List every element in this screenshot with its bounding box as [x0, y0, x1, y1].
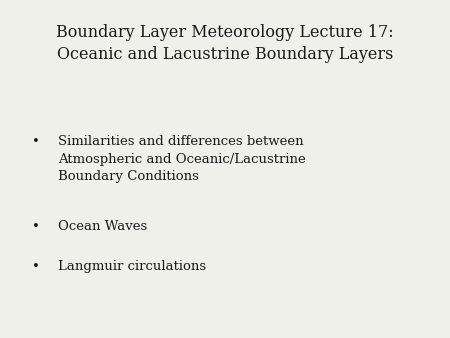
- Text: Boundary Layer Meteorology Lecture 17:
Oceanic and Lacustrine Boundary Layers: Boundary Layer Meteorology Lecture 17: O…: [56, 24, 394, 63]
- Text: Ocean Waves: Ocean Waves: [58, 220, 148, 233]
- Text: •: •: [32, 220, 40, 233]
- Text: •: •: [32, 260, 40, 273]
- Text: Langmuir circulations: Langmuir circulations: [58, 260, 207, 273]
- Text: Similarities and differences between
Atmospheric and Oceanic/Lacustrine
Boundary: Similarities and differences between Atm…: [58, 135, 306, 183]
- Text: •: •: [32, 135, 40, 148]
